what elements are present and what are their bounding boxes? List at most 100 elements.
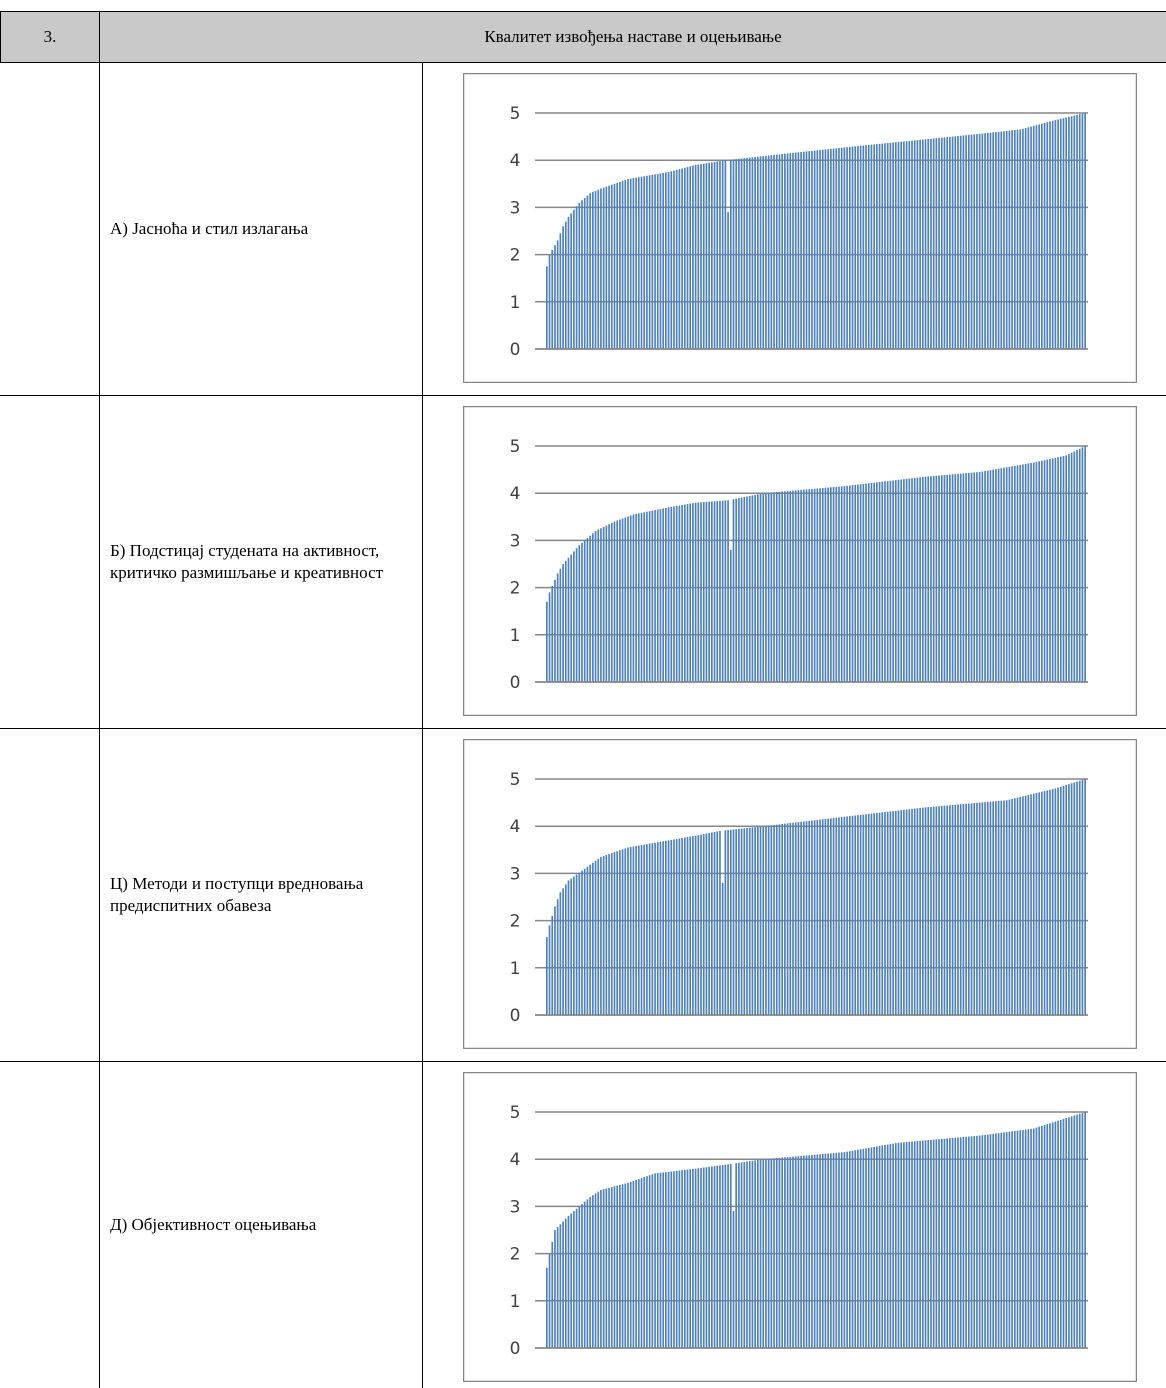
bar: [903, 809, 905, 1015]
bar: [743, 1161, 746, 1348]
bar: [673, 839, 675, 1015]
table-border-col-1: [99, 11, 100, 1388]
bar: [727, 830, 729, 1015]
bar: [562, 226, 564, 349]
bar: [767, 1158, 770, 1348]
bar: [808, 820, 811, 1015]
bar: [778, 154, 781, 349]
bar: [648, 1175, 651, 1348]
bar: [859, 1149, 862, 1348]
criterion-label-a: А) Јасноћа и стил излагања: [110, 218, 309, 238]
bar: [811, 150, 813, 349]
bar: [940, 475, 943, 682]
bar: [848, 816, 851, 1015]
bar: [1035, 461, 1038, 682]
bar: [878, 143, 881, 349]
chart-svg: 0 1 2 3 4 5: [463, 73, 1137, 383]
bar: [591, 1195, 594, 1348]
bar: [656, 173, 659, 349]
bar: [556, 240, 559, 349]
bar: [640, 845, 643, 1015]
bar: [705, 501, 708, 682]
bar: [794, 822, 797, 1015]
bar: [794, 1156, 797, 1348]
bar: [546, 601, 548, 682]
bar: [637, 177, 640, 349]
bar: [1068, 784, 1070, 1015]
bar: [632, 846, 635, 1015]
bar: [573, 551, 575, 682]
y-tick-label: 3: [510, 1197, 521, 1217]
bar: [667, 840, 670, 1015]
bar: [732, 829, 735, 1015]
bar: [705, 833, 708, 1015]
bar: [897, 141, 900, 349]
bar: [781, 154, 784, 349]
bar: [1008, 466, 1011, 682]
y-tick-label: 4: [510, 1150, 521, 1170]
bar: [773, 1158, 775, 1348]
bar: [1003, 467, 1005, 682]
bar: [546, 937, 548, 1015]
bar: [835, 817, 838, 1015]
bar: [1000, 131, 1003, 349]
bar: [578, 202, 581, 349]
bar: [1076, 450, 1078, 682]
bar: [762, 156, 765, 349]
bar: [1054, 120, 1057, 349]
bar: [976, 1135, 978, 1348]
bar: [789, 823, 792, 1015]
bar: [938, 806, 940, 1015]
bar: [635, 177, 637, 349]
bar: [886, 481, 889, 682]
bar: [1030, 126, 1032, 349]
bar: [973, 1136, 976, 1348]
bar: [681, 838, 683, 1015]
bar: [643, 512, 646, 682]
bar: [1030, 794, 1032, 1015]
bar: [865, 1148, 867, 1348]
bar: [905, 141, 908, 349]
bar: [892, 142, 894, 349]
bar: [1013, 130, 1016, 349]
bar: [1027, 1129, 1030, 1348]
bar: [938, 1139, 940, 1348]
bar: [559, 892, 562, 1015]
bar: [816, 819, 819, 1015]
bar: [608, 1187, 610, 1348]
bar: [992, 469, 995, 682]
bar: [889, 811, 892, 1015]
bar: [732, 499, 735, 682]
bar: [1057, 457, 1059, 682]
bar: [692, 836, 694, 1015]
bar: [976, 802, 978, 1015]
bar: [873, 1146, 875, 1348]
bar: [903, 1142, 905, 1348]
bar: [957, 1137, 959, 1348]
bar: [646, 1176, 648, 1348]
bar: [564, 560, 567, 682]
bar: [643, 844, 646, 1015]
bar: [697, 1168, 700, 1348]
bar: [824, 1153, 827, 1348]
bar: [981, 471, 984, 682]
bar: [859, 145, 862, 349]
bar: [551, 1241, 554, 1348]
bar: [995, 801, 997, 1015]
bar: [662, 172, 664, 349]
bar: [1005, 1132, 1008, 1348]
bar: [724, 830, 727, 1015]
bar: [976, 134, 978, 349]
bar: [570, 554, 573, 682]
bar: [935, 1139, 938, 1348]
bar: [711, 501, 713, 682]
bar: [759, 493, 762, 682]
bar: [738, 498, 740, 682]
bar: [613, 183, 616, 349]
bar: [870, 1147, 873, 1348]
bar: [656, 509, 659, 682]
bar: [554, 579, 556, 682]
bar: [686, 167, 689, 349]
bar: [586, 195, 589, 349]
bar: [629, 846, 632, 1015]
